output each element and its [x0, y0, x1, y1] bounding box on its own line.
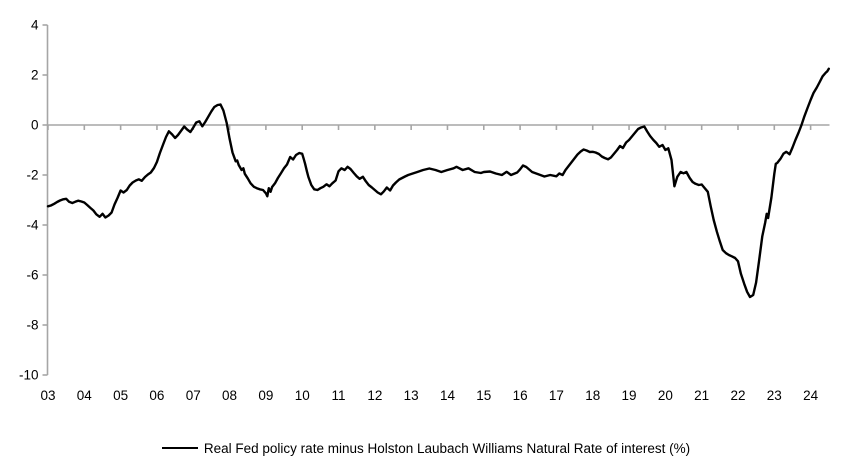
x-axis-tick-label: 12	[367, 388, 382, 403]
x-axis-tick-label: 04	[77, 388, 93, 403]
x-axis-tick-label: 06	[149, 388, 164, 403]
x-axis-tick-label: 11	[332, 388, 346, 403]
y-axis-tick-label: -6	[26, 268, 38, 283]
legend: Real Fed policy rate minus Holston Lauba…	[0, 437, 852, 459]
x-axis-tick-label: 08	[222, 388, 237, 403]
y-axis-tick-label: -2	[26, 168, 38, 183]
x-axis-tick-label: 23	[767, 388, 782, 403]
x-axis-tick-label: 10	[295, 388, 310, 403]
series-line	[46, 67, 830, 299]
y-axis-tick-label: 2	[31, 68, 39, 83]
x-axis-tick-label: 09	[258, 388, 273, 403]
y-axis-tick-label: -4	[26, 218, 38, 233]
x-axis-tick-label: 15	[476, 388, 491, 403]
x-axis-tick-label: 14	[440, 388, 456, 403]
y-axis-tick-label: -8	[26, 318, 38, 333]
x-axis-tick-label: 20	[658, 388, 673, 403]
x-axis-tick-label: 03	[40, 388, 55, 403]
x-axis-tick-label: 19	[622, 388, 637, 403]
y-axis-tick-label: 4	[31, 18, 39, 33]
x-axis-tick-label: 18	[585, 388, 600, 403]
x-axis-tick-label: 17	[549, 388, 564, 403]
x-axis-tick-label: 21	[694, 388, 709, 403]
x-axis-tick-label: 07	[186, 388, 201, 403]
x-axis-tick-label: 16	[513, 388, 528, 403]
x-axis-tick-label: 24	[803, 388, 819, 403]
y-axis-tick-label: 0	[31, 118, 39, 133]
x-axis-tick-label: 05	[113, 388, 128, 403]
legend-line-swatch	[161, 447, 198, 449]
x-axis-tick-label: 22	[730, 388, 745, 403]
y-axis-tick-label: -10	[19, 368, 39, 383]
x-axis-tick-label: 13	[404, 388, 419, 403]
legend-label: Real Fed policy rate minus Holston Lauba…	[203, 440, 691, 456]
